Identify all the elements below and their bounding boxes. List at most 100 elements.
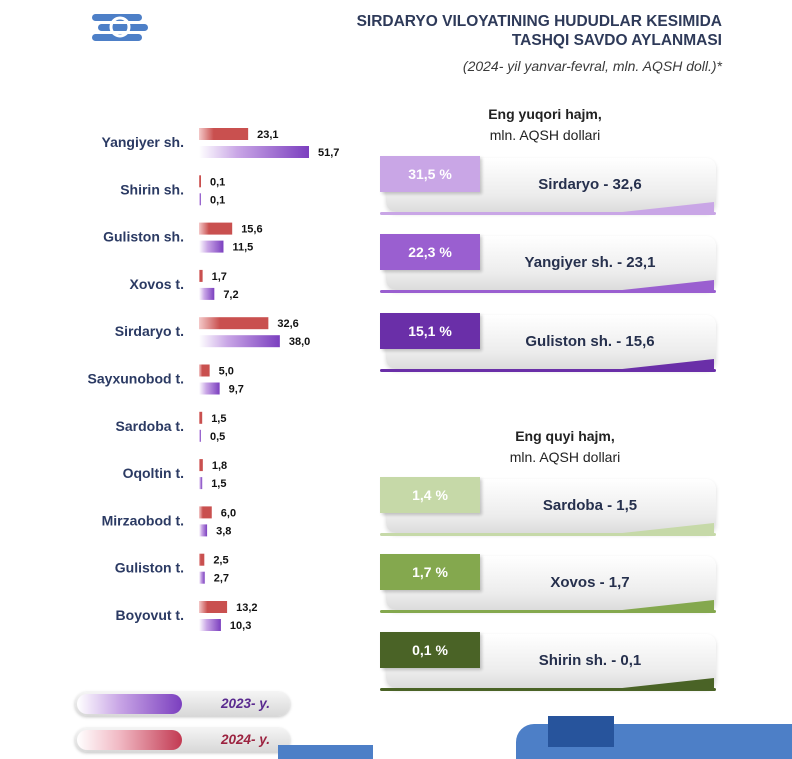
bar-2023 bbox=[199, 287, 215, 300]
top-panel-unit: mln. AQSH dollari bbox=[489, 127, 601, 143]
bar-2023 bbox=[199, 524, 208, 537]
card-label: Shirin sh. - 0,1 bbox=[538, 652, 642, 669]
percent-badge: 15,1 % bbox=[380, 313, 480, 349]
bar-value-label: 0,1 bbox=[210, 194, 225, 206]
bar-value-label: 3,8 bbox=[216, 525, 231, 537]
percent-badge: 1,4 % bbox=[380, 477, 480, 513]
bar-2024 bbox=[199, 506, 212, 519]
legend-swatch-2024 bbox=[77, 730, 182, 750]
bar-2023 bbox=[199, 146, 309, 158]
bar-value-label: 0,1 bbox=[210, 176, 225, 188]
bar-chart: Yangiyer sh. 23,1 51,7 Shirin sh. 0,1 0,1 Guli… bbox=[88, 128, 339, 632]
legend-item-2023: 2023- y. bbox=[75, 692, 290, 716]
title-line-2: TASHQI SAVDO AYLANMASI bbox=[511, 32, 722, 49]
bar-value-label: 2,7 bbox=[214, 573, 229, 585]
legend-label-2023: 2023- y. bbox=[220, 696, 270, 711]
bar-value-label: 51,7 bbox=[318, 147, 339, 159]
bar-2024 bbox=[199, 317, 269, 330]
decor-block bbox=[548, 716, 614, 747]
logo-icon bbox=[92, 14, 148, 41]
category-label: Shirin sh. bbox=[120, 181, 184, 197]
ranking-card: 22,3 % Yangiyer sh. - 23,1 bbox=[380, 234, 720, 294]
bar-2023 bbox=[199, 429, 201, 442]
ranking-card: 1,7 % Xovos - 1,7 bbox=[380, 554, 720, 614]
percent-badge: 1,7 % bbox=[380, 554, 480, 590]
bar-value-label: 23,1 bbox=[257, 129, 278, 141]
card-label: Guliston sh. - 15,6 bbox=[525, 333, 655, 350]
bar-2024 bbox=[199, 601, 228, 613]
card-label: Yangiyer sh. - 23,1 bbox=[524, 254, 656, 271]
bar-2024 bbox=[199, 128, 249, 140]
top-panel-heading: Eng yuqori hajm, mln. AQSH dollari bbox=[420, 104, 670, 146]
bar-2024 bbox=[199, 553, 205, 566]
card-arrow-icon bbox=[604, 678, 714, 690]
bar-value-label: 10,3 bbox=[230, 620, 251, 632]
card-label: Xovos - 1,7 bbox=[550, 574, 630, 591]
bar-value-label: 2,5 bbox=[213, 555, 228, 567]
bottom-panel-heading: Eng quyi hajm, mln. AQSH dollari bbox=[440, 426, 690, 468]
percent-badge: 0,1 % bbox=[380, 632, 480, 668]
ranking-card: 31,5 % Sirdaryo - 32,6 bbox=[380, 156, 720, 216]
card-baseline bbox=[380, 369, 716, 372]
bar-2024 bbox=[199, 364, 210, 377]
bar-2023 bbox=[199, 335, 280, 348]
bar-value-label: 1,5 bbox=[211, 478, 226, 490]
category-label: Xovos t. bbox=[130, 276, 184, 292]
ranking-card: 0,1 % Shirin sh. - 0,1 bbox=[380, 632, 720, 692]
card-label: Sardoba - 1,5 bbox=[542, 497, 638, 514]
bar-2024 bbox=[199, 269, 203, 282]
ranking-card: 15,1 % Guliston sh. - 15,6 bbox=[380, 313, 720, 373]
bar-value-label: 9,7 bbox=[229, 384, 244, 396]
bar-value-label: 1,5 bbox=[211, 413, 226, 425]
category-label: Sayxunobod t. bbox=[88, 371, 184, 387]
legend-swatch-2023 bbox=[77, 694, 182, 714]
card-baseline bbox=[380, 212, 716, 215]
bar-value-label: 6,0 bbox=[221, 507, 236, 519]
bar-2023 bbox=[199, 382, 220, 395]
title-line-1: SIRDARYO VILOYATINING HUDUDLAR KESIMIDA bbox=[356, 13, 722, 30]
bar-value-label: 7,2 bbox=[223, 289, 238, 301]
bar-2023 bbox=[199, 477, 203, 490]
category-label: Oqoltin t. bbox=[123, 465, 184, 481]
bar-2024 bbox=[199, 222, 233, 235]
decor-block bbox=[278, 745, 373, 759]
category-label: Mirzaobod t. bbox=[102, 512, 184, 528]
bar-value-label: 15,6 bbox=[241, 224, 262, 236]
category-label: Guliston t. bbox=[115, 560, 184, 576]
page-title: SIRDARYO VILOYATINING HUDUDLAR KESIMIDA … bbox=[357, 12, 722, 50]
card-arrow-icon bbox=[604, 202, 714, 214]
card-baseline bbox=[380, 610, 716, 613]
bar-2024 bbox=[199, 411, 203, 424]
ranking-card: 1,4 % Sardoba - 1,5 bbox=[380, 477, 720, 537]
bar-value-label: 11,5 bbox=[232, 242, 253, 254]
bar-2024 bbox=[199, 175, 201, 188]
card-arrow-icon bbox=[604, 359, 714, 371]
card-label: Sirdaryo - 32,6 bbox=[538, 176, 642, 193]
legend-label-2024: 2024- y. bbox=[220, 732, 270, 747]
card-arrow-icon bbox=[604, 280, 714, 292]
page-subtitle: (2024- yil yanvar-fevral, mln. AQSH doll… bbox=[462, 58, 722, 74]
bar-2023 bbox=[199, 571, 205, 584]
percent-badge: 22,3 % bbox=[380, 234, 480, 270]
bar-2024 bbox=[199, 459, 203, 472]
bar-value-label: 5,0 bbox=[219, 366, 234, 378]
category-label: Guliston sh. bbox=[103, 229, 184, 245]
category-label: Yangiyer sh. bbox=[102, 134, 184, 150]
bar-value-label: 0,5 bbox=[210, 431, 225, 443]
bar-2023 bbox=[199, 240, 224, 253]
top-panel-title: Eng yuqori hajm, bbox=[488, 106, 602, 122]
bar-value-label: 13,2 bbox=[236, 602, 257, 614]
bar-2023 bbox=[199, 619, 221, 631]
bar-value-label: 1,8 bbox=[212, 460, 227, 472]
category-label: Boyovut t. bbox=[116, 607, 184, 623]
category-label: Sardoba t. bbox=[116, 418, 184, 434]
percent-badge: 31,5 % bbox=[380, 156, 480, 192]
bar-2023 bbox=[199, 193, 201, 206]
card-baseline bbox=[380, 533, 716, 536]
category-label: Sirdaryo t. bbox=[115, 323, 184, 339]
bar-value-label: 38,0 bbox=[289, 336, 310, 348]
legend-item-2024: 2024- y. bbox=[75, 728, 290, 752]
bar-value-label: 1,7 bbox=[212, 271, 227, 283]
card-arrow-icon bbox=[604, 600, 714, 612]
bottom-panel-unit: mln. AQSH dollari bbox=[509, 449, 621, 465]
